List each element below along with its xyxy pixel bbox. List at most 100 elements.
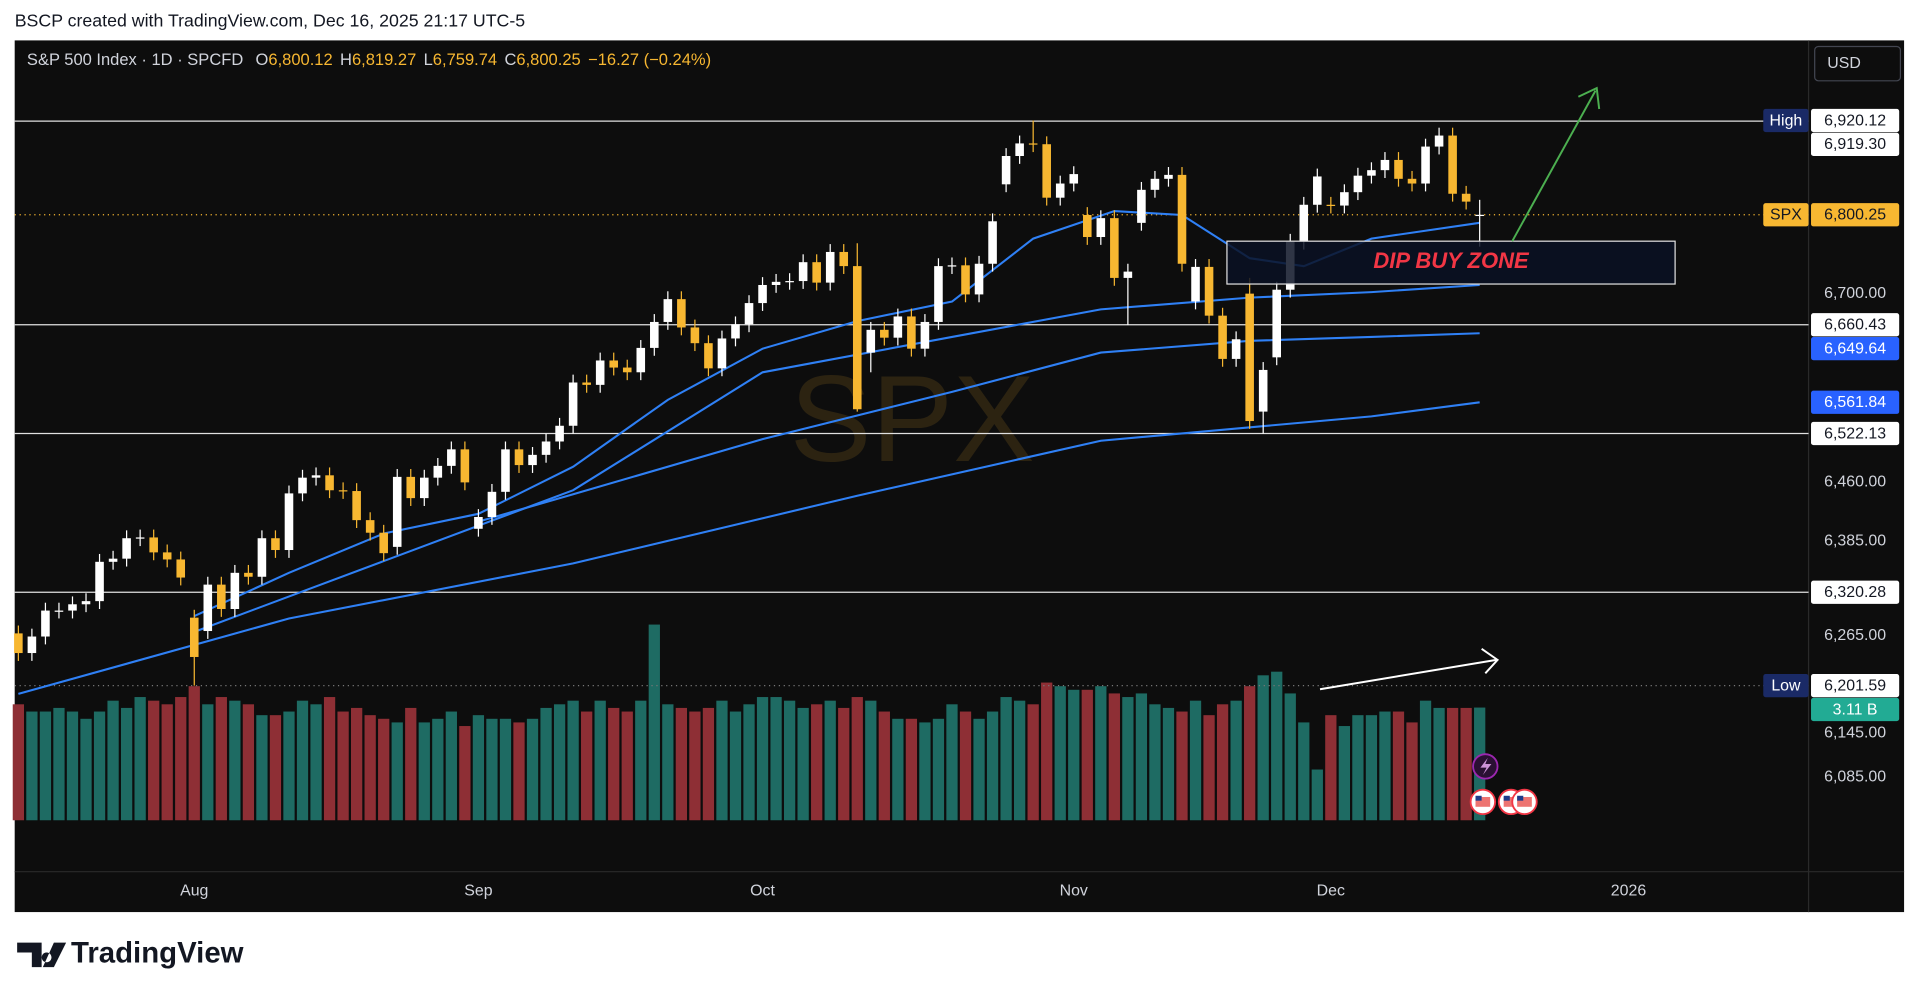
volume-bar [1244, 686, 1256, 821]
legend: S&P 500 Index · 1D · SPCFD O6,800.12 H6,81… [27, 51, 711, 70]
candle-body [460, 449, 470, 483]
candle-body [677, 299, 686, 328]
candle-body [663, 299, 673, 322]
y-tick-label: 6,460.00 [1824, 474, 1886, 491]
volume-bar [675, 707, 687, 821]
volume-bar [1027, 704, 1039, 821]
candle-body [650, 321, 659, 348]
candle-body [974, 263, 984, 295]
candle-body [934, 266, 943, 322]
price-label: 6,920.12 [1824, 112, 1886, 129]
candle-body [406, 476, 416, 499]
volume-bar [621, 711, 633, 821]
price-label-box [1811, 390, 1900, 414]
candle-body [744, 303, 754, 325]
candle-body [731, 324, 740, 339]
candle-body [1367, 170, 1376, 176]
volume-bar [1176, 711, 1188, 821]
y-tick-label: 6,385.00 [1824, 533, 1886, 550]
candle-body [41, 610, 50, 637]
candle-body [1258, 369, 1268, 412]
candle-body [81, 601, 91, 605]
legend-key: C [504, 51, 516, 70]
volume-bar [770, 697, 782, 821]
volume-bar [878, 711, 890, 821]
x-tick-label: Dec [1317, 882, 1345, 899]
volume-bar [797, 707, 809, 821]
price-label: 6,660.43 [1824, 317, 1886, 334]
y-tick-label: 6,085.00 [1824, 769, 1886, 786]
candle-body [1353, 175, 1363, 193]
candle-body [487, 491, 497, 517]
candle-body [785, 281, 794, 283]
candle-body [433, 465, 443, 478]
candle-body [961, 265, 970, 295]
candle-body [1245, 293, 1254, 422]
candle-body [690, 327, 700, 344]
candle-body [609, 360, 618, 368]
candle-body [257, 538, 267, 577]
volume-bar [783, 700, 796, 821]
candle-body [1421, 146, 1430, 184]
volume-bar [1352, 715, 1364, 821]
price-tag-box [1763, 203, 1809, 227]
volume-bar [1095, 686, 1107, 821]
volume-bar [1419, 700, 1432, 821]
volume-bar [337, 711, 349, 821]
volume-bar [242, 704, 255, 821]
volume-bar [540, 707, 552, 821]
legend-value: 6,800.12 [268, 51, 332, 70]
candle-body [474, 516, 483, 529]
price-tag: Low [1771, 677, 1801, 694]
volume-bar [391, 722, 403, 821]
candle-body [907, 316, 916, 349]
candle-body [14, 633, 23, 654]
chart-layer: SPX DIP BUY ZONE S&P 500 Index · 1D · SPCF… [12, 51, 1900, 899]
volume-bar [351, 707, 363, 821]
volume-bar [472, 715, 485, 821]
price-label-box [1811, 421, 1900, 446]
candle-body [135, 537, 145, 539]
price-label-box [1811, 108, 1900, 133]
volume-bar [107, 700, 119, 821]
candle-body [555, 425, 564, 442]
candle-body [771, 281, 781, 285]
candle-body [1164, 174, 1173, 179]
moving-average [193, 283, 1480, 633]
logo-text: TradingView [71, 937, 244, 970]
candle-body [1340, 192, 1349, 206]
volume-bar [1135, 693, 1148, 821]
candle-body [636, 347, 646, 373]
candle-body [1475, 214, 1484, 217]
candle-body [798, 262, 808, 282]
candle-body [54, 610, 64, 612]
candle-body [825, 251, 835, 283]
header-text: BSCP created with TradingView.com, Dec 1… [15, 11, 526, 31]
candle-body [880, 329, 889, 338]
volume-bar [1325, 715, 1337, 821]
candle-body [988, 221, 997, 264]
volume-bar [161, 704, 173, 821]
white-arrow [1319, 658, 1497, 691]
volume-bar [378, 718, 390, 821]
flag-stripes [1503, 796, 1519, 807]
volume-bar [1162, 707, 1175, 821]
price-label: 6,522.13 [1824, 425, 1886, 442]
legend-key: L [424, 51, 433, 70]
price-label-box [1811, 203, 1900, 227]
candle-body [365, 520, 375, 533]
volume-bar [1081, 689, 1093, 821]
volume-bar [743, 704, 755, 821]
volume-bar [296, 700, 309, 821]
candle-body [1055, 183, 1065, 198]
price-tag-box [1763, 108, 1809, 133]
volume-bar [1203, 715, 1215, 821]
candle-body [1394, 159, 1403, 179]
currency-button[interactable] [1814, 45, 1902, 82]
volume-bar [1406, 722, 1418, 821]
candle-body [338, 490, 348, 492]
candle-body [284, 493, 294, 551]
volume-bar [1216, 704, 1229, 821]
y-tick-label: 6,145.00 [1824, 725, 1886, 742]
